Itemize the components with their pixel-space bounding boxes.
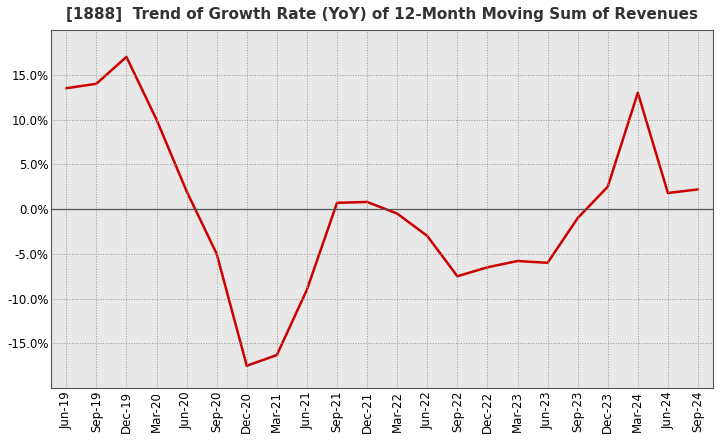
Title: [1888]  Trend of Growth Rate (YoY) of 12-Month Moving Sum of Revenues: [1888] Trend of Growth Rate (YoY) of 12-… bbox=[66, 7, 698, 22]
